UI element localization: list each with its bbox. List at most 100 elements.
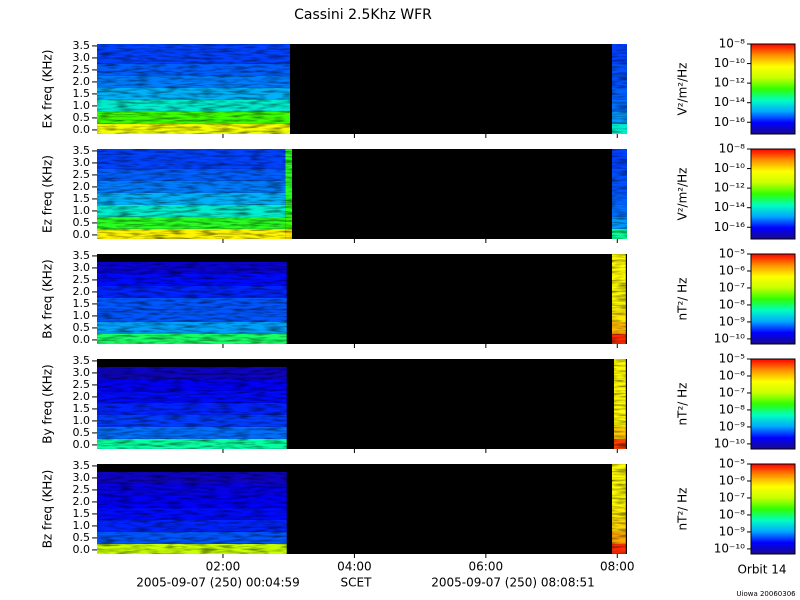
colorbar-tick-label: 10⁻⁶ <box>719 473 746 487</box>
colorbar-tick-label: 10⁻⁷ <box>719 385 746 399</box>
colorbar <box>750 148 796 240</box>
spectrogram <box>97 464 626 554</box>
texture <box>97 366 287 449</box>
colorbar-tick-label: 10⁻⁹ <box>719 314 746 328</box>
colorbar-tick-label: 10⁻⁸ <box>719 402 746 416</box>
y-tick-label: 2.0 <box>73 75 91 88</box>
colorbar-tick-label: 10⁻⁵ <box>719 457 746 471</box>
y-tick-label: 2.5 <box>73 483 91 496</box>
y-tick-label: 3.0 <box>73 366 91 379</box>
texture <box>97 471 287 554</box>
y-tick-label: 2.5 <box>73 378 91 391</box>
y-tick-label: 0.5 <box>73 111 91 124</box>
colorbar <box>750 358 796 450</box>
y-tick-label: 2.5 <box>73 273 91 286</box>
colorbar-tick-label: 10⁻⁷ <box>719 280 746 294</box>
colorbar-tick-label: 10⁻¹⁰ <box>714 436 745 450</box>
texture <box>613 359 626 449</box>
y-tick-label: 3.0 <box>73 51 91 64</box>
texture <box>612 464 626 554</box>
colorbar-tick-label: 10⁻⁸ <box>719 37 746 51</box>
y-tick-label: 1.0 <box>73 519 91 532</box>
y-tick-label: 1.0 <box>73 414 91 427</box>
y-tick-label: 1.0 <box>73 309 91 322</box>
colorbar-tick-label: 10⁻⁷ <box>719 490 746 504</box>
y-tick-label: 0.5 <box>73 216 91 229</box>
y-axis-label: By freq (KHz) <box>41 364 55 443</box>
colorbar-tick-label: 10⁻⁹ <box>719 419 746 433</box>
colorbar-tick-label: 10⁻¹⁰ <box>714 161 745 175</box>
y-axis-label: Bx freq (KHz) <box>41 259 55 338</box>
colorbar <box>750 253 796 345</box>
y-tick-label: 3.5 <box>73 354 91 367</box>
y-tick-label: 3.0 <box>73 471 91 484</box>
colorbar-tick-label: 10⁻⁹ <box>719 524 746 538</box>
y-tick-label: 1.5 <box>73 402 91 415</box>
y-axis-label: Ex freq (KHz) <box>41 50 55 129</box>
colorbar <box>750 463 796 555</box>
time-label: SCET <box>341 576 373 590</box>
colorbar-tick-label: 10⁻¹⁰ <box>714 331 745 345</box>
y-tick-label: 1.0 <box>73 99 91 112</box>
y-tick-label: 1.5 <box>73 192 91 205</box>
chart-title: Cassini 2.5Khz WFR <box>294 7 432 23</box>
y-tick-label: 0.0 <box>73 543 91 556</box>
texture <box>612 44 627 134</box>
colorbar-unit: V²/m²/Hz <box>676 63 690 116</box>
colorbar-tick-label: 10⁻¹⁴ <box>714 95 745 109</box>
colorbar-tick-label: 10⁻¹² <box>714 76 745 90</box>
colorbar-unit: nT²/ Hz <box>676 278 690 321</box>
y-tick-label: 2.5 <box>73 168 91 181</box>
start-label: 2005-09-07 (250) 00:04:59 <box>136 576 300 590</box>
texture <box>97 44 291 134</box>
y-tick-label: 0.0 <box>73 228 91 241</box>
colorbar-tick-label: 10⁻⁵ <box>719 352 746 366</box>
y-tick-label: 3.5 <box>73 249 91 262</box>
texture <box>97 149 286 239</box>
y-tick-label: 2.0 <box>73 390 91 403</box>
x-tick-label: 04:00 <box>337 560 372 574</box>
y-tick-label: 2.0 <box>73 180 91 193</box>
x-tick-label: 08:00 <box>600 560 635 574</box>
colorbar-tick-label: 10⁻⁶ <box>719 263 746 277</box>
y-tick-label: 2.0 <box>73 285 91 298</box>
colorbar-tick-label: 10⁻⁸ <box>719 142 746 156</box>
colorbar-tick-label: 10⁻⁶ <box>719 368 746 382</box>
colorbar-unit: nT²/ Hz <box>676 383 690 426</box>
colorbar-tick-label: 10⁻⁵ <box>719 247 746 261</box>
y-tick-label: 0.5 <box>73 426 91 439</box>
y-tick-label: 2.5 <box>73 63 91 76</box>
y-tick-label: 1.5 <box>73 87 91 100</box>
credit: Uiowa 20060306 <box>736 590 796 598</box>
colorbar-tick-label: 10⁻¹⁶ <box>714 220 745 234</box>
y-tick-label: 0.0 <box>73 123 91 136</box>
colorbar-tick-label: 10⁻¹⁰ <box>714 56 745 70</box>
y-tick-label: 1.5 <box>73 507 91 520</box>
y-tick-label: 3.5 <box>73 144 91 157</box>
colorbar <box>750 43 796 135</box>
y-tick-label: 3.5 <box>73 459 91 472</box>
colorbar-tick-label: 10⁻¹⁶ <box>714 115 745 129</box>
orbit-label: Orbit 14 <box>737 563 786 577</box>
texture <box>97 261 287 344</box>
texture <box>612 254 626 344</box>
y-axis-label: Ez freq (KHz) <box>41 155 55 233</box>
colorbar-tick-label: 10⁻⁸ <box>719 297 746 311</box>
spectrogram <box>97 359 626 449</box>
y-tick-label: 0.0 <box>73 333 91 346</box>
colorbar-tick-label: 10⁻⁸ <box>719 507 746 521</box>
colorbar-unit: V²/m²/Hz <box>676 168 690 221</box>
y-tick-label: 3.0 <box>73 156 91 169</box>
texture <box>612 149 627 239</box>
y-tick-label: 2.0 <box>73 495 91 508</box>
y-tick-label: 1.0 <box>73 204 91 217</box>
colorbar-unit: nT²/ Hz <box>676 488 690 531</box>
spectrogram <box>97 44 627 134</box>
y-tick-label: 3.0 <box>73 261 91 274</box>
spectrogram <box>97 149 627 239</box>
texture <box>285 149 292 239</box>
colorbar-tick-label: 10⁻¹² <box>714 181 745 195</box>
colorbar-tick-label: 10⁻¹⁴ <box>714 200 745 214</box>
